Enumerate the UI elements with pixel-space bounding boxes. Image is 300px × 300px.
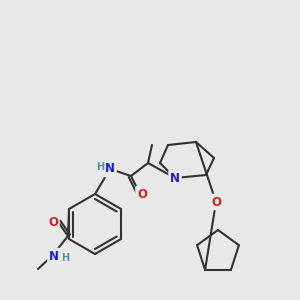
Text: O: O [48,215,58,229]
Text: N: N [49,250,59,262]
Text: N: N [105,163,115,176]
Text: H: H [96,162,104,172]
Text: O: O [137,188,147,200]
Text: O: O [211,196,221,208]
Text: H: H [61,253,69,263]
Text: N: N [170,172,180,184]
